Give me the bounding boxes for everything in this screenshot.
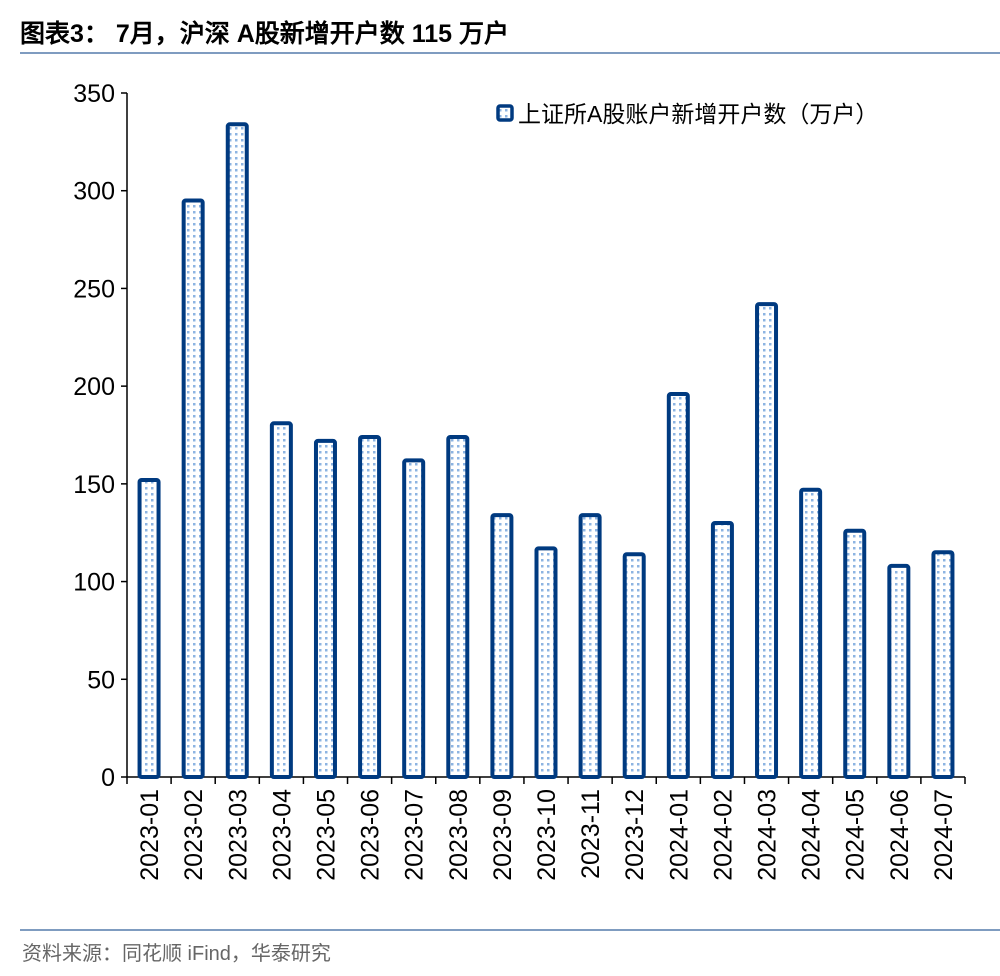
bar-2024-02 bbox=[710, 520, 734, 780]
x-tick-label: 2023-10 bbox=[533, 789, 561, 881]
bar-2023-07 bbox=[402, 458, 426, 779]
x-tick-label: 2024-07 bbox=[930, 789, 958, 881]
x-tick-label: 2023-06 bbox=[357, 789, 385, 881]
bar-2023-11 bbox=[578, 513, 602, 780]
bar-2024-07 bbox=[931, 550, 955, 779]
x-tick-label: 2023-08 bbox=[445, 789, 473, 881]
x-tick-label: 2024-01 bbox=[665, 789, 693, 881]
source-note: 资料来源：同花顺 iFind，华泰研究 bbox=[22, 943, 331, 965]
x-tick-label: 2023-12 bbox=[621, 789, 649, 881]
bar-2024-03 bbox=[755, 302, 779, 779]
bar-2023-10 bbox=[534, 546, 558, 779]
y-tick-label: 250 bbox=[73, 275, 115, 303]
x-tick-label: 2023-02 bbox=[180, 789, 208, 881]
x-tick-label: 2023-07 bbox=[401, 789, 429, 881]
x-tick-label: 2023-11 bbox=[577, 789, 605, 879]
y-tick-label: 150 bbox=[73, 471, 115, 499]
chart-title: 图表3： 7月，沪深 A股新增开户数 115 万户 bbox=[20, 20, 509, 48]
x-tick-label: 2023-03 bbox=[224, 789, 252, 881]
y-tick-label: 350 bbox=[73, 80, 115, 108]
x-tick-label: 2023-05 bbox=[312, 789, 340, 881]
bar-2023-02 bbox=[181, 198, 205, 779]
legend-label: 上证所A股账户新增开户数（万户） bbox=[518, 101, 878, 127]
bar-2023-01 bbox=[137, 477, 161, 779]
bar-2023-05 bbox=[313, 438, 337, 779]
x-tick-label: 2024-02 bbox=[709, 789, 737, 881]
legend-swatch bbox=[496, 104, 514, 122]
x-tick-label: 2023-01 bbox=[136, 789, 164, 881]
x-tick-label: 2024-03 bbox=[754, 789, 782, 881]
bar-2023-03 bbox=[225, 122, 249, 780]
bar-2023-06 bbox=[358, 434, 382, 779]
x-tick-label: 2023-04 bbox=[268, 789, 296, 881]
bar-2023-09 bbox=[490, 513, 514, 780]
footer-divider bbox=[20, 929, 1000, 931]
bar-2023-04 bbox=[269, 421, 293, 779]
bar-2023-12 bbox=[622, 552, 646, 779]
y-tick-label: 300 bbox=[73, 178, 115, 206]
x-tick-label: 2024-05 bbox=[842, 789, 870, 881]
x-tick-label: 2024-06 bbox=[886, 789, 914, 881]
bar-2024-01 bbox=[666, 391, 690, 779]
y-tick-label: 200 bbox=[73, 373, 115, 401]
bar-2024-06 bbox=[887, 563, 911, 779]
y-tick-label: 0 bbox=[101, 764, 115, 792]
title-divider bbox=[20, 52, 1000, 54]
y-tick-label: 100 bbox=[73, 569, 115, 597]
bar-2024-05 bbox=[843, 528, 867, 780]
x-tick-label: 2023-09 bbox=[489, 789, 517, 881]
bar-2024-04 bbox=[799, 487, 823, 779]
x-tick-label: 2024-04 bbox=[798, 789, 826, 881]
bar-2023-08 bbox=[446, 434, 470, 779]
y-tick-label: 50 bbox=[87, 666, 115, 694]
